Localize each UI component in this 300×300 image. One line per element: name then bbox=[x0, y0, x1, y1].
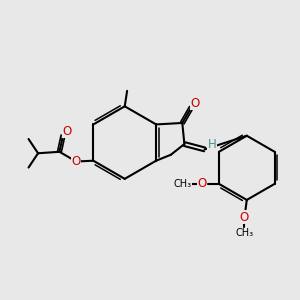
Text: H: H bbox=[208, 138, 216, 151]
Text: O: O bbox=[197, 177, 206, 190]
Text: O: O bbox=[71, 155, 80, 168]
Text: O: O bbox=[191, 97, 200, 110]
Text: CH₃: CH₃ bbox=[174, 179, 192, 189]
Text: CH₃: CH₃ bbox=[236, 228, 253, 238]
Text: O: O bbox=[240, 211, 249, 224]
Text: O: O bbox=[63, 125, 72, 138]
